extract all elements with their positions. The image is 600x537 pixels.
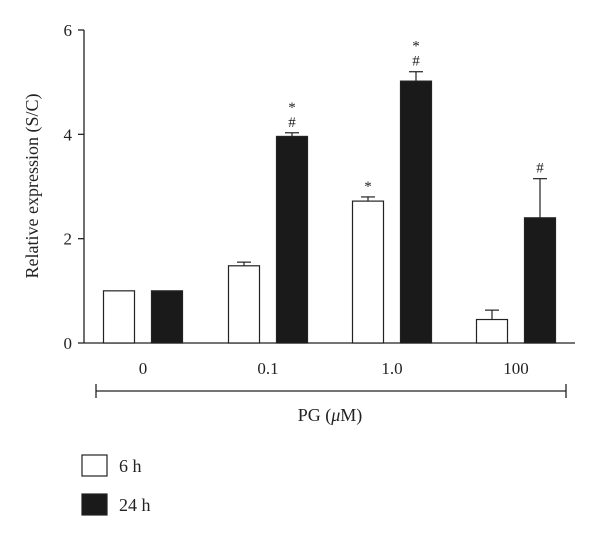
- y-axis-label: Relative expression (S/C): [22, 94, 43, 279]
- legend-swatch-6h: [81, 454, 108, 477]
- significance-mark: *: [288, 100, 296, 116]
- legend-swatch-24h: [81, 493, 108, 516]
- x-axis-label: PG (μM): [298, 405, 363, 426]
- x-tick-label: 100: [503, 359, 529, 378]
- y-tick-label: 0: [64, 334, 73, 353]
- legend-label: 24 h: [119, 495, 151, 515]
- bar-6h-0: [102, 290, 136, 344]
- bar-6h-1.0: [351, 200, 385, 344]
- bar-6h-100: [475, 318, 509, 344]
- bar-24h-0.1: [275, 135, 309, 344]
- bar-24h-1.0: [399, 80, 433, 344]
- x-tick-label: 0.1: [257, 359, 278, 378]
- significance-mark: #: [412, 54, 420, 70]
- x-axis: 0 0.1 1.0 100: [95, 359, 567, 398]
- bar-24h-0: [150, 290, 184, 344]
- bars: *#**##: [102, 39, 557, 344]
- significance-mark: #: [288, 115, 296, 131]
- y-tick-label: 6: [64, 21, 73, 40]
- bar-6h-0.1: [227, 265, 261, 344]
- significance-mark: *: [364, 179, 372, 195]
- significance-mark: #: [536, 161, 544, 177]
- axes: 0 2 4 6: [64, 21, 575, 353]
- legend-label: 6 h: [119, 456, 142, 476]
- y-tick-label: 2: [64, 230, 73, 249]
- x-tick-label: 0: [139, 359, 148, 378]
- legend: 6 h 24 h: [81, 454, 151, 516]
- y-tick-label: 4: [64, 125, 73, 144]
- bar-24h-100: [523, 217, 557, 344]
- significance-mark: *: [412, 39, 420, 55]
- x-tick-label: 1.0: [381, 359, 402, 378]
